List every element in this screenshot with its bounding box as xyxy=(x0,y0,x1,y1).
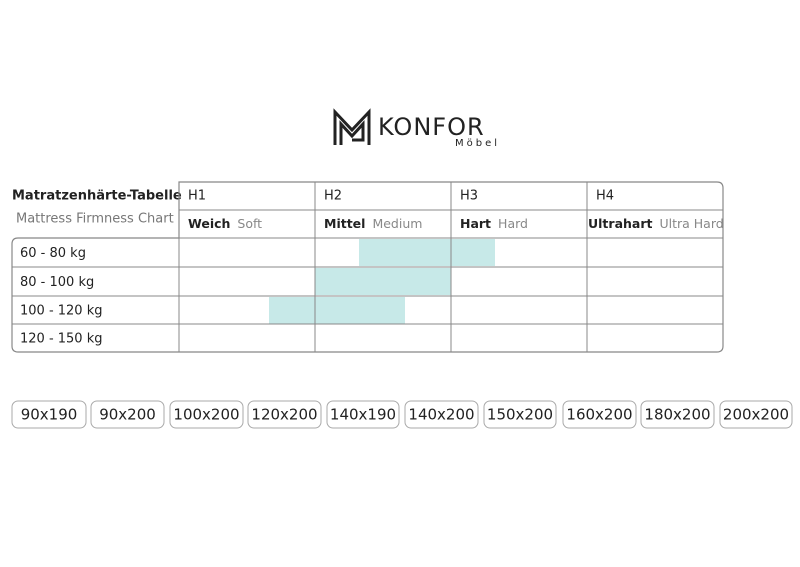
table-title: Matratzenhärte-Tabelle xyxy=(12,189,182,204)
logo: KONFOR Möbel xyxy=(333,108,500,149)
size-button[interactable] xyxy=(90,400,165,429)
row-label: 120 - 150 kg xyxy=(20,332,103,347)
size-button[interactable] xyxy=(640,400,715,429)
size-label[interactable]: 120x200 xyxy=(251,406,317,424)
range-highlight xyxy=(315,268,451,295)
size-button[interactable] xyxy=(562,400,637,429)
size-button[interactable] xyxy=(326,400,400,429)
firmness-table xyxy=(11,181,724,353)
size-button[interactable] xyxy=(483,400,557,429)
size-button[interactable] xyxy=(247,400,322,429)
name-en: Medium xyxy=(372,216,422,231)
name-en: Soft xyxy=(237,216,262,231)
column-name: Ultrahart Ultra Hard xyxy=(588,216,724,231)
range-highlight xyxy=(359,239,495,266)
size-label[interactable]: 160x200 xyxy=(566,406,632,424)
size-label[interactable]: 150x200 xyxy=(487,406,553,424)
name-de: Ultrahart xyxy=(588,216,653,231)
size-button[interactable] xyxy=(719,400,793,429)
size-label[interactable]: 100x200 xyxy=(173,406,239,424)
size-label[interactable]: 180x200 xyxy=(644,406,710,424)
column-level: H2 xyxy=(324,189,342,204)
column-name: Weich Soft xyxy=(188,216,262,231)
size-button[interactable] xyxy=(11,400,87,429)
name-en: Ultra Hard xyxy=(659,216,723,231)
size-label[interactable]: 200x200 xyxy=(723,406,789,424)
size-label[interactable]: 140x200 xyxy=(408,406,474,424)
row-label: 80 - 100 kg xyxy=(20,275,94,290)
name-de: Mittel xyxy=(324,216,365,231)
size-button[interactable] xyxy=(169,400,244,429)
column-level: H4 xyxy=(596,189,614,204)
logo-brand: KONFOR xyxy=(378,113,485,141)
table-border xyxy=(11,181,724,353)
column-name: Hart Hard xyxy=(460,216,528,231)
logo-icon xyxy=(333,108,371,145)
column-level: H1 xyxy=(188,189,206,204)
size-button[interactable] xyxy=(404,400,479,429)
row-label: 60 - 80 kg xyxy=(20,246,86,261)
name-en: Hard xyxy=(498,216,528,231)
size-label[interactable]: 140x190 xyxy=(330,406,396,424)
size-label[interactable]: 90x200 xyxy=(99,406,156,424)
column-level: H3 xyxy=(460,189,478,204)
column-name: Mittel Medium xyxy=(324,216,422,231)
range-highlight xyxy=(269,297,405,324)
name-de: Weich xyxy=(188,216,230,231)
table-subtitle: Mattress Firmness Chart xyxy=(16,212,174,227)
logo-sub: Möbel xyxy=(455,138,500,149)
name-de: Hart xyxy=(460,216,491,231)
row-label: 100 - 120 kg xyxy=(20,304,103,319)
size-label[interactable]: 90x190 xyxy=(21,406,78,424)
